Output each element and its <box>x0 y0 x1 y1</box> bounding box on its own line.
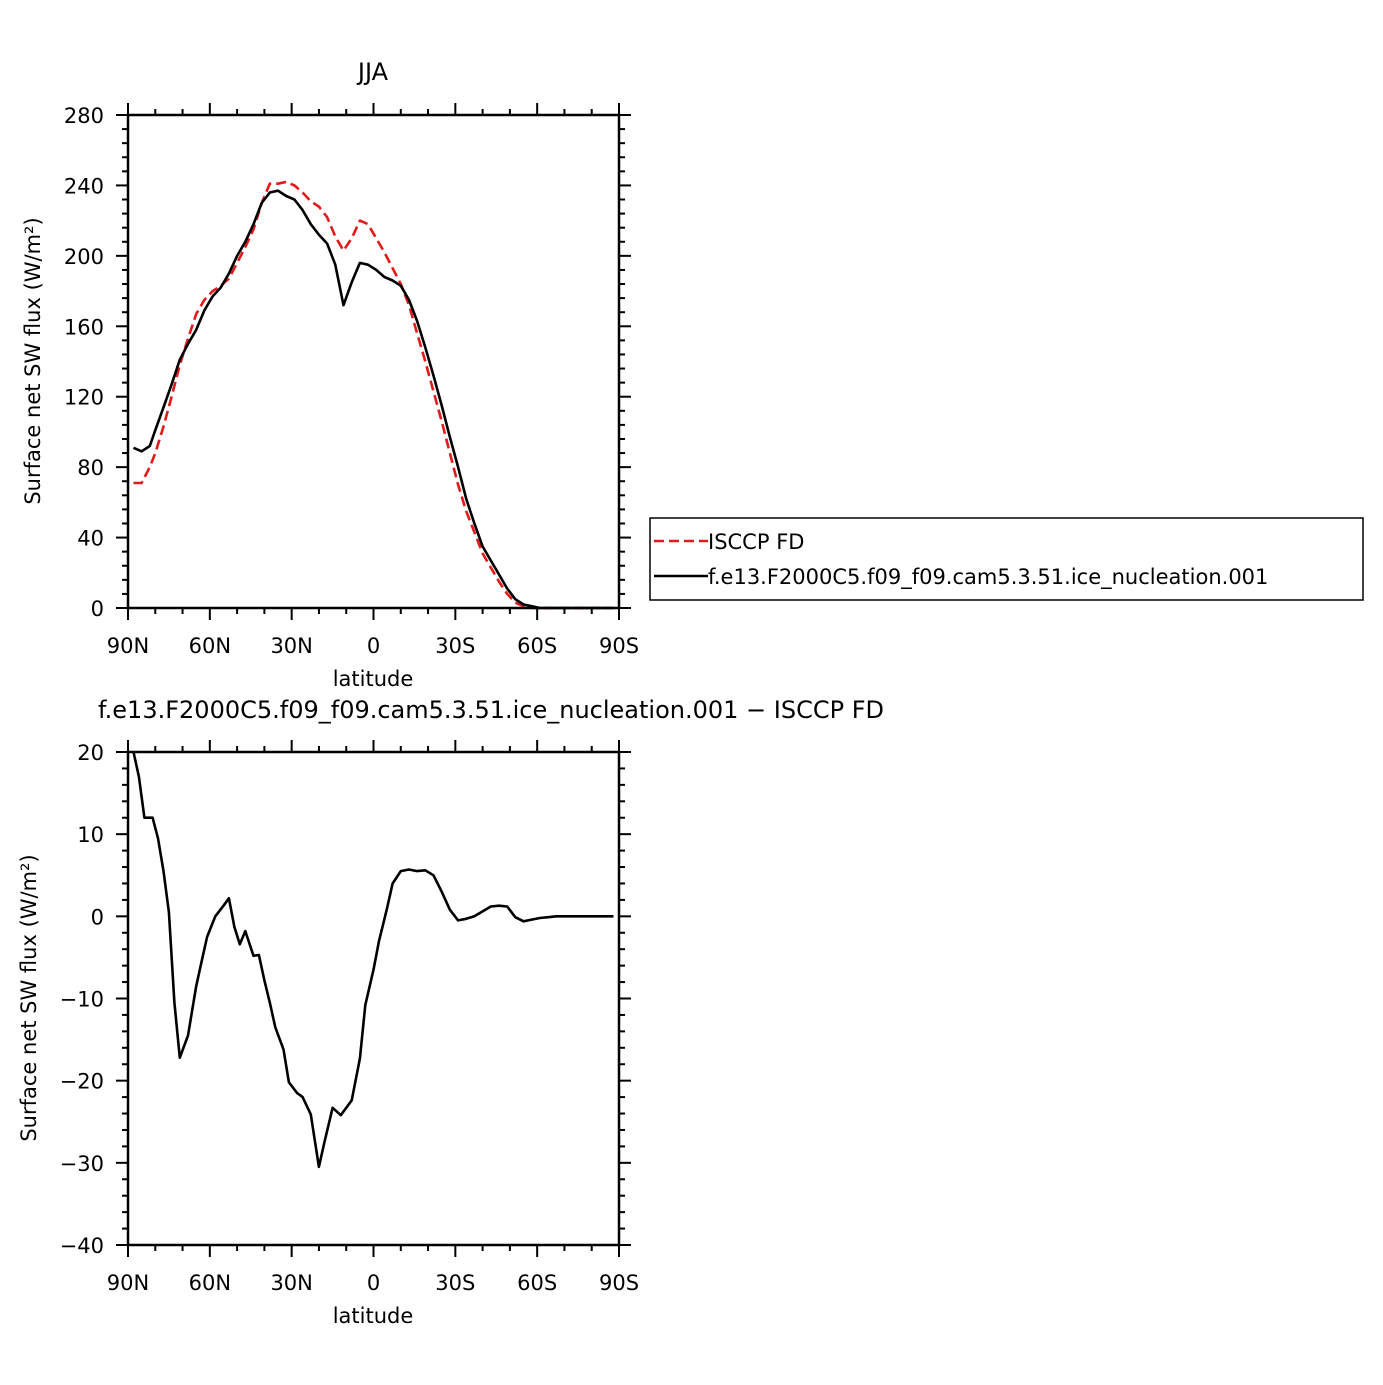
top-y-axis-label: Surface net SW flux (W/m²) <box>21 217 45 504</box>
bottom-x-tick-label: 90N <box>107 1271 149 1295</box>
top-y-tick-label: 80 <box>77 456 104 480</box>
top-x-tick-label: 30S <box>435 634 475 658</box>
bottom-x-ticks: 90N 60N 30N 0 30S 60S 90S <box>107 740 639 1295</box>
bottom-y-tick-label: −10 <box>60 988 104 1012</box>
bottom-y-tick-label: −40 <box>60 1234 104 1258</box>
bottom-x-tick-label: 60N <box>189 1271 231 1295</box>
bottom-y-tick-label: −30 <box>60 1152 104 1176</box>
bottom-x-tick-label: 30S <box>435 1271 475 1295</box>
legend-box <box>649 517 1364 601</box>
top-plot-frame <box>126 113 621 610</box>
top-y-tick-label: 40 <box>77 527 104 551</box>
top-x-tick-label: 60N <box>189 634 231 658</box>
bottom-plot-lines <box>132 751 614 1169</box>
top-x-tick-label: 30N <box>270 634 312 658</box>
bottom-plot-frame <box>126 750 621 1247</box>
top-y-tick-label: 200 <box>64 245 104 269</box>
bottom-x-tick-label: 90S <box>599 1271 639 1295</box>
legend: ISCCP FD f.e13.F2000C5.f09_f09.cam5.3.51… <box>649 517 1364 601</box>
top-x-tick-label: 90N <box>107 634 149 658</box>
top-series-line-0 <box>133 180 614 610</box>
top-x-axis-label: latitude <box>333 667 414 691</box>
bottom-x-axis-label: latitude <box>333 1304 414 1328</box>
top-y-tick-label: 280 <box>64 104 104 128</box>
top-y-ticks: 0 40 80 120 160 200 240 280 <box>64 104 631 621</box>
top-y-tick-label: 120 <box>64 386 104 410</box>
top-panel: JJA 0 40 80 120 160 200 240 280 90N 60N 30N 0 30S 60… <box>21 58 639 691</box>
top-x-tick-label: 0 <box>367 634 380 658</box>
bottom-x-tick-label: 60S <box>517 1271 557 1295</box>
bottom-y-axis-label: Surface net SW flux (W/m²) <box>17 854 41 1141</box>
bottom-series-line-0 <box>132 751 614 1169</box>
bottom-y-tick-label: 10 <box>77 823 104 847</box>
bottom-x-tick-label: 0 <box>367 1271 380 1295</box>
top-y-tick-label: 0 <box>91 597 104 621</box>
bottom-y-tick-label: −20 <box>60 1070 104 1094</box>
top-y-tick-label: 160 <box>64 315 104 339</box>
bottom-panel: f.e13.F2000C5.f09_f09.cam5.3.51.ice_nucl… <box>17 696 884 1328</box>
top-series-line-1 <box>132 189 614 610</box>
legend-label-isccp: ISCCP FD <box>708 530 804 554</box>
bottom-y-tick-label: 20 <box>77 741 104 765</box>
top-y-tick-label: 240 <box>64 174 104 198</box>
top-x-tick-label: 90S <box>599 634 639 658</box>
bottom-x-tick-label: 30N <box>270 1271 312 1295</box>
bottom-y-tick-label: 0 <box>91 905 104 929</box>
top-x-ticks: 90N 60N 30N 0 30S 60S 90S <box>107 103 639 658</box>
top-plot-lines <box>132 180 614 610</box>
top-chart-title: JJA <box>356 58 389 86</box>
top-x-tick-label: 60S <box>517 634 557 658</box>
legend-label-model: f.e13.F2000C5.f09_f09.cam5.3.51.ice_nucl… <box>708 565 1268 590</box>
bottom-chart-title: f.e13.F2000C5.f09_f09.cam5.3.51.ice_nucl… <box>98 696 884 724</box>
